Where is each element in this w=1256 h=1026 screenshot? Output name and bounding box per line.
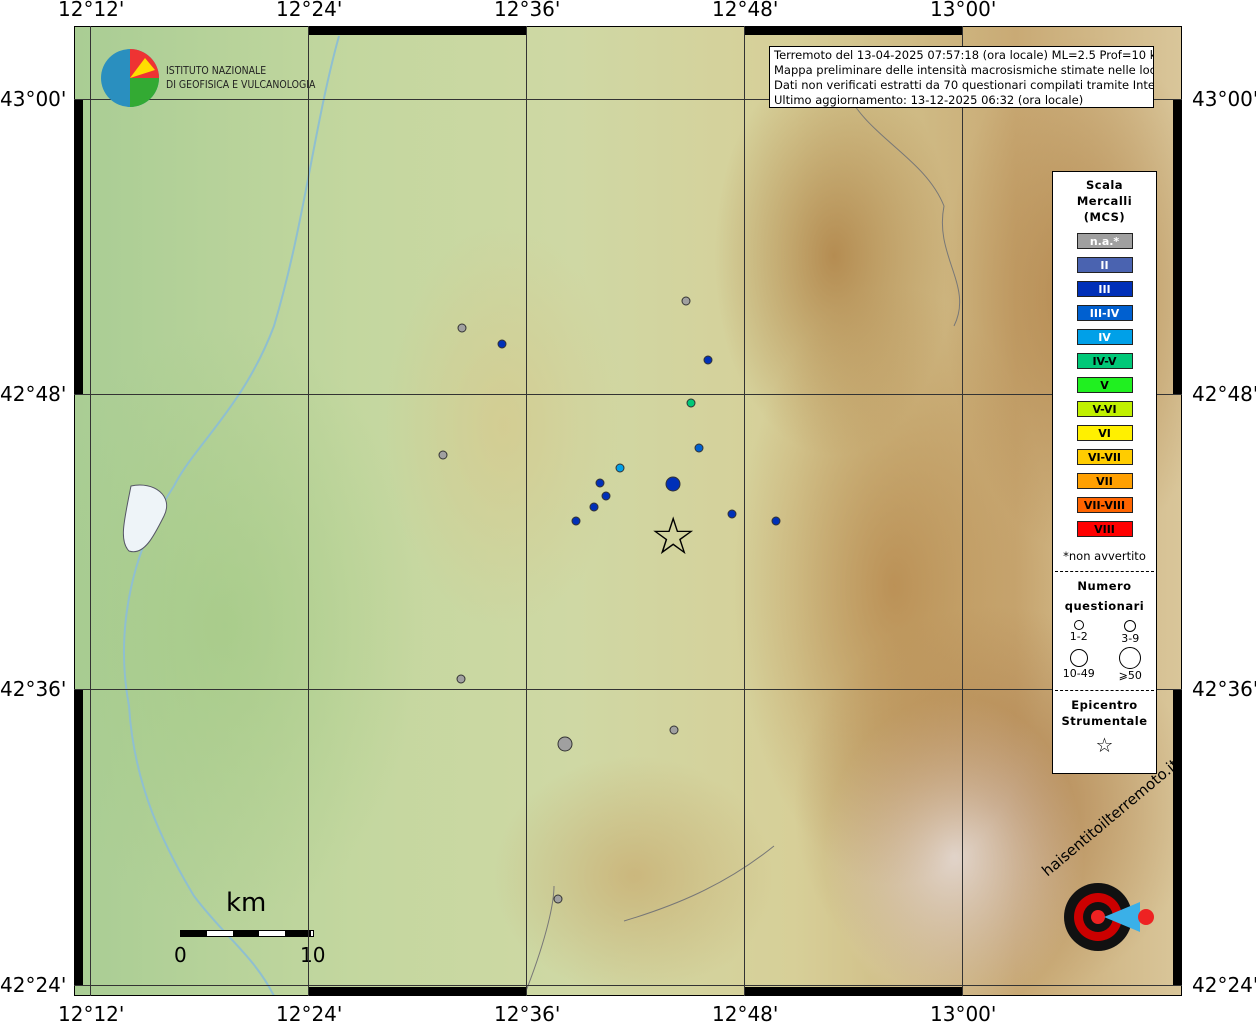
lon-label-bottom: 13°00' [930, 1002, 997, 1026]
info-event: Terremoto del 13-04-2025 07:57:18 (ora l… [774, 48, 1154, 62]
legend-class-na: n.a.* [1076, 233, 1133, 249]
intensity-point[interactable] [557, 736, 573, 752]
grid-line-lat [74, 99, 1182, 100]
ingv-logo: ISTITUTO NAZIONALE DI GEOFISICA E VULCANO… [100, 48, 342, 108]
frame-bar [1173, 99, 1182, 394]
lon-label-bottom: 12°12' [58, 1002, 125, 1026]
legend-class-III-IV: III-IV [1076, 305, 1133, 321]
intensity-point[interactable] [686, 398, 696, 408]
legend-class-VII-VIII: VII-VIII [1076, 497, 1133, 513]
epicenter-title: Epicentro [1071, 698, 1138, 712]
legend-class-III: III [1076, 281, 1133, 297]
map-area[interactable] [74, 26, 1182, 996]
count-title: questionari [1064, 599, 1145, 613]
frame-bar [74, 689, 83, 985]
intensity-point[interactable] [553, 894, 563, 904]
info-source: Dati non verificati estratti da 70 quest… [774, 78, 1154, 92]
intensity-point[interactable] [665, 476, 681, 492]
lon-label-top: 12°36' [494, 0, 561, 21]
intensity-point[interactable] [694, 443, 704, 453]
lon-label-top: 13°00' [930, 0, 997, 21]
legend-class-IV: IV [1076, 329, 1133, 345]
grid-line-lon [526, 26, 527, 996]
frame-bar [74, 99, 83, 394]
frame-bar [308, 987, 526, 996]
info-description: Mappa preliminare delle intensità macros… [774, 63, 1154, 77]
frame-bar [744, 987, 962, 996]
intensity-point[interactable] [727, 509, 737, 519]
legend-title: Mercalli [1076, 194, 1133, 208]
lon-label-top: 12°12' [58, 0, 125, 21]
grid-line-lat [74, 985, 1182, 986]
lon-label-bottom: 12°36' [494, 1002, 561, 1026]
intensity-point[interactable] [703, 355, 713, 365]
legend-title: (MCS) [1083, 210, 1126, 224]
lat-label-right: 42°24' [1192, 973, 1256, 997]
scale-unit: km [226, 888, 267, 918]
grid-line-lon [744, 26, 745, 996]
intensity-point[interactable] [589, 502, 599, 512]
lon-label-top: 12°48' [712, 0, 779, 21]
lat-label-left: 42°24' [0, 973, 67, 997]
epicenter-title: Strumentale [1061, 714, 1148, 728]
ingv-name-line2: DI GEOFISICA E VULCANOLOGIA [166, 78, 316, 91]
lat-label-left: 43°00' [0, 87, 67, 111]
grid-line-lat [74, 394, 1182, 395]
size-10-49: 10-49 [1062, 667, 1095, 680]
grid-line-lat [74, 689, 1182, 690]
lat-label-right: 42°36' [1192, 677, 1256, 701]
ingv-globe-icon [101, 49, 159, 107]
legend-class-VIII: VIII [1076, 521, 1133, 537]
frame-bar [744, 26, 962, 35]
lat-label-left: 42°36' [0, 677, 67, 701]
legend-class-II: II [1076, 257, 1133, 273]
legend-title: Scala [1085, 178, 1124, 192]
intensity-point[interactable] [595, 478, 605, 488]
size-1-2: 1-2 [1069, 630, 1088, 643]
grid-line-lon [90, 26, 91, 996]
size-3-9: 3-9 [1121, 632, 1140, 645]
legend-class-V-VI: V-VI [1076, 401, 1133, 417]
scale-end: 10 [300, 943, 326, 967]
intensity-point[interactable] [669, 725, 679, 735]
legend-class-IV-V: IV-V [1076, 353, 1133, 369]
lon-label-bottom: 12°24' [276, 1002, 343, 1026]
grid-line-lon [308, 26, 309, 996]
legend: Scala Mercalli (MCS) n.a.* II III III-IV IV IV-… [1052, 171, 1157, 774]
frame-bar [308, 26, 526, 35]
lon-label-top: 12°24' [276, 0, 343, 21]
intensity-point[interactable] [457, 323, 467, 333]
intensity-point[interactable] [438, 450, 448, 460]
legend-class-VI-VII: VI-VII [1076, 449, 1133, 465]
lat-label-right: 43°00' [1192, 87, 1256, 111]
intensity-point[interactable] [615, 463, 625, 473]
legend-class-V: V [1076, 377, 1133, 393]
grid-line-lon [962, 26, 963, 996]
intensity-point[interactable] [497, 339, 507, 349]
ingv-name-line1: ISTITUTO NAZIONALE [166, 64, 267, 77]
hsit-logo: haisentitoilterremoto.it [1038, 755, 1182, 972]
intensity-point[interactable] [601, 491, 611, 501]
lake [122, 484, 168, 553]
size-50: ⩾50 [1118, 669, 1142, 682]
legend-class-VII: VII [1076, 473, 1133, 489]
target-logo-icon [1064, 883, 1154, 951]
rivers-borders [122, 35, 961, 996]
intensity-point[interactable] [681, 296, 691, 306]
event-info-box: Terremoto del 13-04-2025 07:57:18 (ora l… [769, 46, 1154, 108]
legend-note: *non avvertito [1063, 549, 1146, 563]
legend-class-VI: VI [1076, 425, 1133, 441]
intensity-point[interactable] [771, 516, 781, 526]
epicenter-star-icon[interactable]: ☆ [649, 506, 697, 567]
count-title: Numero [1077, 579, 1132, 593]
lat-label-left: 42°48' [0, 382, 67, 406]
frame-bar [1173, 689, 1182, 985]
info-updated: Ultimo aggiornamento: 13-12-2025 06:32 (… [774, 93, 1084, 107]
intensity-point[interactable] [456, 674, 466, 684]
intensity-point[interactable] [571, 516, 581, 526]
lat-label-right: 42°48' [1192, 382, 1256, 406]
scale-start: 0 [174, 943, 187, 967]
lon-label-bottom: 12°48' [712, 1002, 779, 1026]
star-icon: ☆ [1095, 733, 1114, 757]
